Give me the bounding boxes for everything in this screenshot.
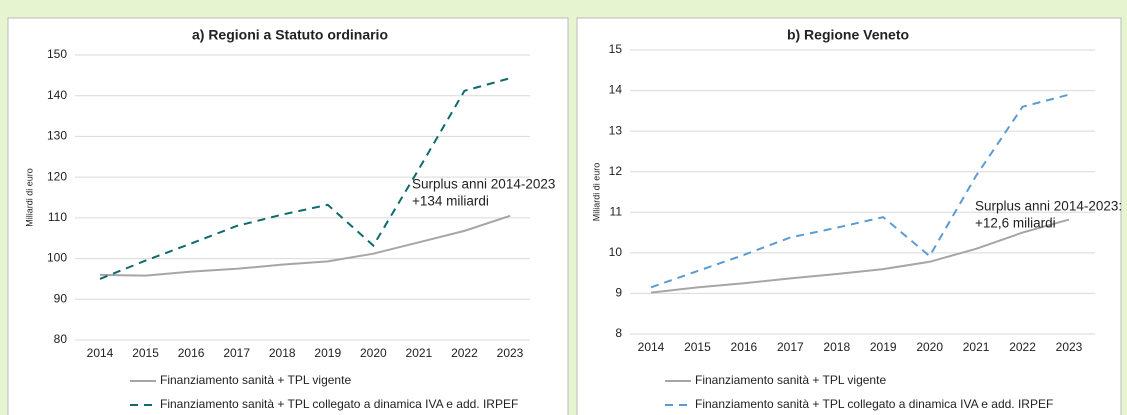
chart-title: a) Regioni a Statuto ordinario	[192, 27, 388, 43]
y-axis-label: Miliardi di euro	[591, 163, 601, 222]
x-tick-label: 2016	[731, 340, 758, 354]
x-tick-label: 2023	[1056, 340, 1083, 354]
x-tick-label: 2018	[269, 346, 296, 360]
x-tick-label: 2019	[314, 346, 341, 360]
x-tick-label: 2019	[870, 340, 897, 354]
series-line	[99, 77, 511, 280]
y-tick-label: 11	[610, 204, 623, 218]
panel-a	[7, 17, 569, 415]
y-tick-label: 140	[47, 88, 67, 102]
series-line	[99, 214, 511, 277]
panel-b	[576, 17, 1122, 415]
annotation: Surplus anni 2014-2023:	[975, 199, 1122, 214]
y-tick-label: 120	[47, 169, 67, 183]
y-tick-label: 110	[48, 210, 67, 224]
y-axis-label: Miliardi di euro	[24, 168, 34, 227]
x-tick-label: 2017	[223, 346, 250, 360]
y-tick-label: 8	[615, 326, 622, 340]
y-tick-label: 12	[609, 164, 623, 178]
y-tick-label: 10	[609, 245, 623, 259]
y-tick-label: 80	[54, 332, 68, 346]
x-tick-label: 2015	[684, 340, 711, 354]
x-tick-label: 2022	[451, 346, 478, 360]
legend-label: Finanziamento sanità + TPL vigente	[695, 373, 886, 387]
x-tick-label: 2018	[823, 340, 850, 354]
legend-label: Finanziamento sanità + TPL vigente	[160, 373, 351, 387]
x-tick-label: 2015	[132, 346, 159, 360]
y-tick-label: 14	[609, 83, 623, 97]
y-tick-label: 100	[47, 251, 67, 265]
x-tick-label: 2023	[497, 346, 524, 360]
y-tick-label: 130	[47, 129, 67, 143]
series-line	[650, 93, 1070, 289]
annotation: Surplus anni 2014-2023	[412, 177, 555, 192]
legend-label: Finanziamento sanità + TPL collegato a d…	[695, 397, 1053, 411]
annotation: +12,6 miliardi	[975, 216, 1056, 231]
legend-label: Finanziamento sanità + TPL collegato a d…	[160, 397, 518, 411]
x-tick-label: 2021	[963, 340, 990, 354]
y-tick-label: 9	[615, 286, 622, 300]
x-tick-label: 2017	[777, 340, 804, 354]
annotation: +134 miliardi	[412, 194, 489, 209]
chart-title: b) Regione Veneto	[787, 27, 909, 43]
x-tick-label: 2016	[178, 346, 205, 360]
x-tick-label: 2022	[1009, 340, 1036, 354]
y-tick-label: 150	[47, 47, 67, 61]
x-tick-label: 2014	[87, 346, 114, 360]
x-tick-label: 2014	[638, 340, 665, 354]
series-line	[650, 218, 1070, 294]
y-tick-label: 15	[609, 42, 623, 56]
y-tick-label: 90	[54, 291, 68, 305]
x-tick-label: 2021	[406, 346, 433, 360]
y-tick-label: 13	[609, 123, 623, 137]
x-tick-label: 2020	[360, 346, 387, 360]
x-tick-label: 2020	[916, 340, 943, 354]
